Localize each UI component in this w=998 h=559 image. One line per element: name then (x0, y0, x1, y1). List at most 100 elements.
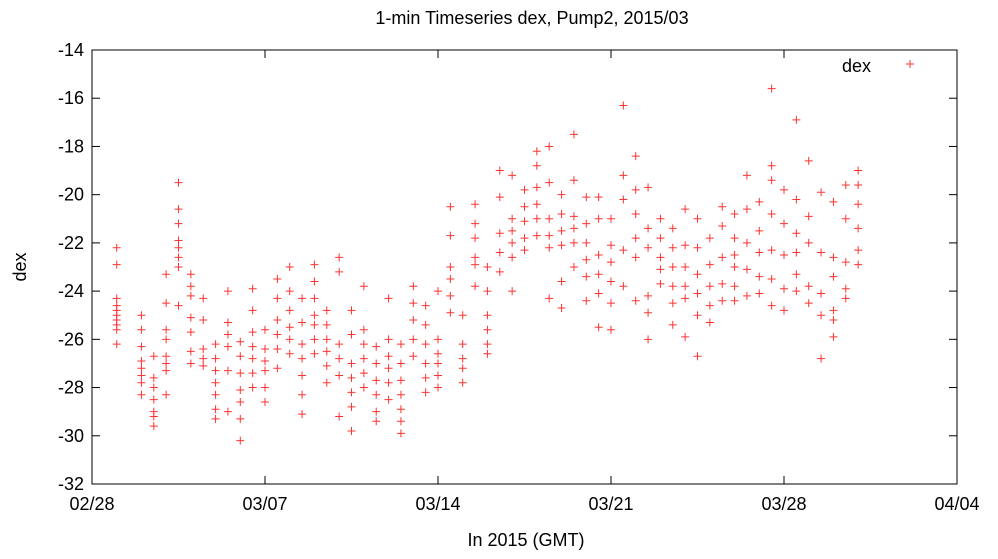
data-point (322, 306, 331, 315)
data-point (359, 369, 368, 378)
data-point (285, 287, 294, 296)
y-tick-label: -32 (58, 474, 84, 494)
data-point (792, 287, 801, 296)
data-point (631, 152, 640, 161)
legend: dex (842, 56, 914, 76)
data-point (211, 390, 220, 399)
data-point (137, 325, 146, 334)
data-point (347, 306, 356, 315)
data-point (569, 130, 578, 139)
data-point (248, 328, 257, 337)
data-point (718, 296, 727, 305)
data-point (421, 320, 430, 329)
y-tick-label: -26 (58, 329, 84, 349)
data-point (421, 301, 430, 310)
data-point (223, 318, 232, 327)
data-point (471, 219, 480, 228)
data-point (705, 318, 714, 327)
data-point (508, 253, 517, 262)
data-point (508, 226, 517, 235)
data-point (149, 422, 158, 431)
data-point (396, 405, 405, 414)
data-point (347, 373, 356, 382)
data-point (248, 383, 257, 392)
data-point (582, 193, 591, 202)
data-point (829, 197, 838, 206)
y-tick-label: -14 (58, 40, 84, 60)
data-point (223, 342, 232, 351)
data-point (656, 279, 665, 288)
data-point (817, 311, 826, 320)
data-point (211, 366, 220, 375)
data-point (372, 342, 381, 351)
data-point (557, 226, 566, 235)
data-point (446, 263, 455, 271)
data-point (199, 354, 208, 363)
data-point (285, 323, 294, 332)
data-point (372, 376, 381, 385)
data-point (841, 214, 850, 223)
data-point (557, 190, 566, 199)
data-point (483, 325, 492, 334)
data-point (508, 214, 517, 223)
data-point (112, 340, 121, 349)
data-point (644, 183, 653, 192)
data-point (236, 337, 245, 346)
data-point (186, 328, 195, 337)
data-point (162, 335, 171, 344)
data-point (186, 282, 195, 291)
data-point (557, 241, 566, 250)
data-point (434, 287, 442, 296)
data-point (520, 234, 529, 243)
data-point (446, 231, 455, 240)
data-point (495, 193, 504, 202)
data-point (211, 414, 220, 423)
data-point (298, 318, 307, 327)
data-point (137, 378, 146, 387)
data-point (199, 344, 208, 353)
data-point (236, 385, 245, 394)
data-point (569, 212, 578, 221)
data-point (186, 359, 195, 368)
data-point (693, 214, 702, 223)
data-point (285, 349, 294, 358)
data-point (742, 238, 751, 247)
data-point (248, 342, 257, 351)
data-point (804, 238, 813, 247)
data-point (112, 325, 121, 334)
data-point (112, 243, 121, 252)
data-point (755, 248, 764, 257)
data-point (384, 335, 393, 344)
data-point (582, 219, 591, 228)
data-point (582, 296, 591, 305)
data-point (631, 296, 640, 305)
data-point (483, 349, 492, 358)
data-point (520, 185, 529, 194)
data-point (730, 296, 739, 305)
data-point (508, 287, 517, 296)
data-point (854, 181, 863, 190)
data-point (792, 229, 801, 238)
data-point (520, 202, 529, 211)
data-point (149, 383, 158, 392)
data-point (854, 200, 863, 209)
data-point (569, 238, 578, 247)
data-point (767, 176, 776, 185)
data-point (199, 316, 208, 325)
legend-marker-glyph (906, 60, 914, 68)
data-point (409, 335, 418, 344)
data-point (854, 166, 863, 175)
y-tick-label: -30 (58, 426, 84, 446)
data-point (644, 224, 653, 233)
data-point (532, 200, 541, 209)
data-point (199, 361, 208, 370)
data-point (273, 364, 282, 373)
x-tick-label: 02/28 (69, 494, 114, 514)
data-point (372, 417, 381, 426)
data-point (520, 246, 529, 255)
data-point (174, 205, 183, 214)
data-point (223, 287, 232, 296)
x-tick-label: 04/04 (934, 494, 979, 514)
data-point (545, 294, 554, 303)
